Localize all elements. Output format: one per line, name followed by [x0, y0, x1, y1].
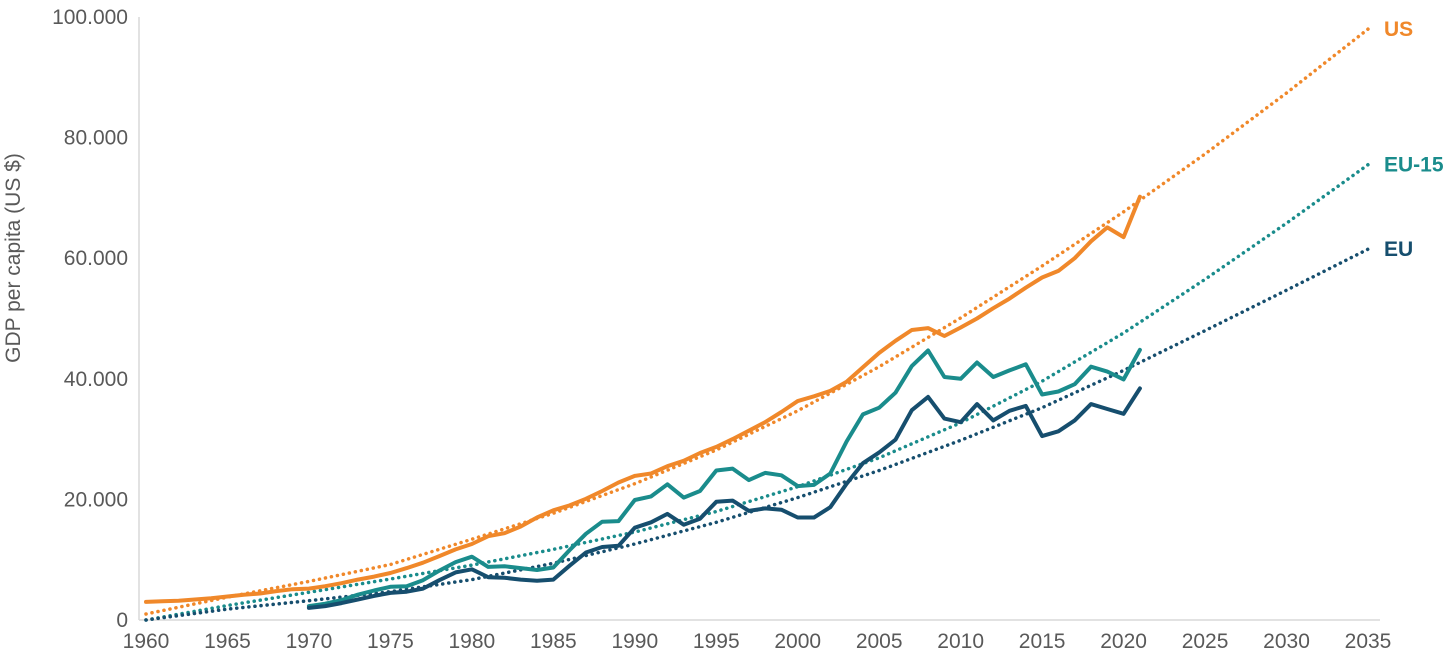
series-line-eu-15: [306, 347, 1142, 609]
trend-line-eu: [144, 247, 1370, 622]
trend-line-us: [144, 27, 1370, 616]
x-tick-label: 1980: [449, 630, 496, 653]
series-line-us: [144, 194, 1142, 604]
x-tick-label: 1960: [123, 630, 170, 653]
x-tick-label: 1995: [693, 630, 740, 653]
x-tick-label: 2025: [1182, 630, 1229, 653]
x-tick-label: 1975: [367, 630, 414, 653]
y-tick-label: 20.000: [64, 488, 128, 511]
y-tick-label: 0: [116, 609, 128, 632]
y-tick-label: 80.000: [64, 127, 128, 150]
x-tick-label: 2020: [1100, 630, 1147, 653]
x-tick-label: 2000: [774, 630, 821, 653]
trend-lines: [144, 27, 1370, 622]
x-tick-label: 1990: [611, 630, 658, 653]
y-axis-title: GDP per capita (US $): [2, 153, 25, 363]
x-tick-label: 1965: [204, 630, 251, 653]
y-tick-label: 60.000: [64, 247, 128, 270]
y-tick-label: 40.000: [64, 368, 128, 391]
series-label-eu: EU: [1384, 238, 1413, 261]
x-tick-label: 2005: [856, 630, 903, 653]
x-tick-label: 2015: [1019, 630, 1066, 653]
x-tick-label: 2030: [1263, 630, 1310, 653]
tick-labels: 0 20.000 40.000 60.000 80.000 100.000 1960 1965…: [52, 6, 1391, 653]
series-line-eu: [306, 386, 1142, 610]
x-tick-label: 1970: [286, 630, 333, 653]
trend-line-eu-15: [144, 162, 1370, 622]
x-tick-label: 2035: [1345, 630, 1392, 653]
series-label-us: US: [1384, 18, 1413, 41]
x-tick-label: 1985: [530, 630, 577, 653]
series-label-eu-15: EU-15: [1384, 154, 1444, 177]
y-tick-label: 100.000: [52, 6, 128, 29]
series-lines: [144, 194, 1142, 610]
chart-axes: [138, 17, 1380, 621]
x-tick-label: 2010: [937, 630, 984, 653]
series-labels: US EU-15 EU: [1384, 18, 1444, 261]
